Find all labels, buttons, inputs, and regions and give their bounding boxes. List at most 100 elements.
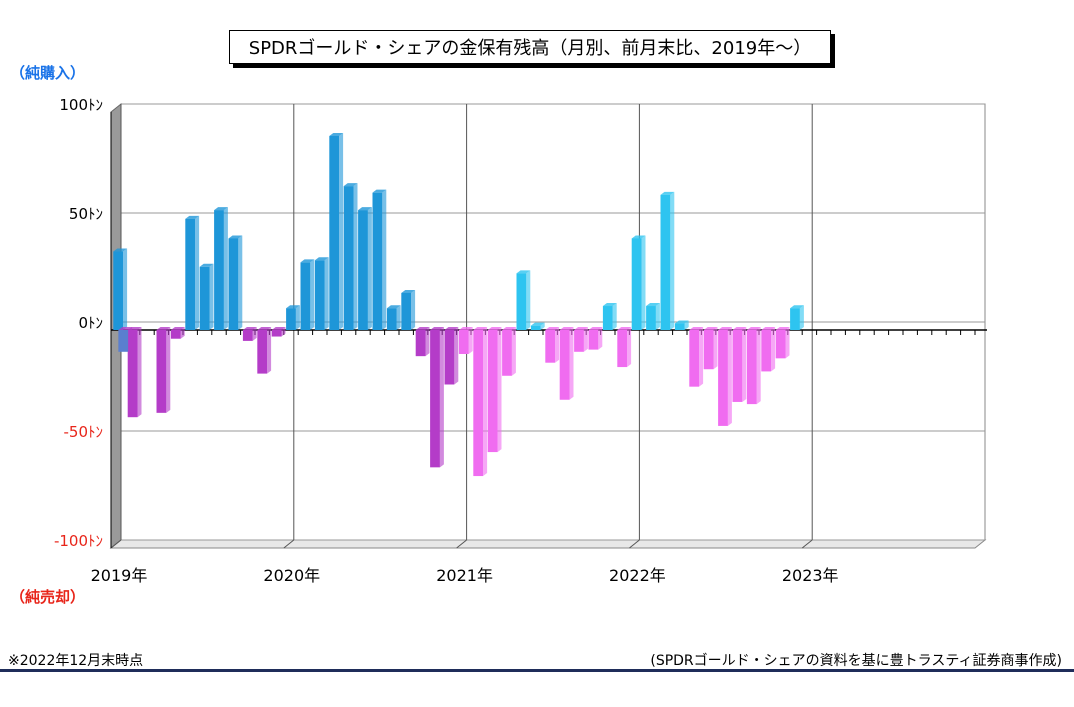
- bar-side: [137, 327, 142, 418]
- bar-top: [617, 327, 632, 330]
- bar: [271, 327, 286, 337]
- bar-side: [195, 215, 200, 330]
- bar-side: [655, 303, 660, 330]
- bar-side: [713, 327, 718, 370]
- bar-front: [588, 330, 599, 350]
- bar: [170, 327, 185, 339]
- bar-top: [372, 189, 387, 193]
- bar-top: [118, 327, 133, 330]
- bar: [674, 320, 689, 330]
- footnote-source: (SPDRゴールド・シェアの資料を基に豊トラスティ証券商事作成): [650, 653, 1062, 669]
- bar-top: [588, 327, 603, 330]
- bar-front: [314, 260, 325, 330]
- bar: [286, 305, 300, 330]
- bar-top: [646, 303, 660, 307]
- bar: [732, 327, 747, 402]
- bar-side: [454, 327, 459, 385]
- bar: [718, 327, 732, 426]
- bar-top: [574, 327, 588, 330]
- bar-front: [530, 325, 541, 330]
- bar-top: [473, 327, 488, 330]
- net-sell-label: （純売却）: [10, 588, 86, 606]
- bar-top: [214, 207, 228, 211]
- year-label: 2019年: [91, 566, 148, 585]
- bar-side: [367, 207, 372, 330]
- bar-side: [209, 263, 214, 330]
- bar-side: [727, 327, 732, 426]
- bar-top: [170, 327, 185, 330]
- bar-side: [223, 207, 228, 330]
- bar-side: [128, 327, 133, 352]
- bar-front: [746, 330, 757, 405]
- bar-side: [670, 191, 675, 330]
- bar: [386, 305, 401, 330]
- bar: [358, 207, 372, 330]
- bar: [372, 189, 387, 330]
- bar-side: [267, 327, 272, 374]
- bar-top: [516, 270, 531, 274]
- year-label: 2020年: [263, 566, 320, 585]
- bar: [185, 215, 200, 330]
- bar-front: [170, 330, 181, 339]
- bar-front: [703, 330, 714, 370]
- bar-front: [660, 194, 671, 330]
- bar-top: [602, 303, 617, 307]
- bar-front: [156, 330, 167, 413]
- v-gridline-floor: [283, 539, 295, 549]
- bar-top: [242, 327, 257, 330]
- bar-front: [674, 323, 685, 330]
- bar-side: [612, 303, 617, 330]
- bar-front: [574, 330, 584, 352]
- bar: [631, 235, 646, 330]
- bar-top: [300, 259, 315, 263]
- bar-side: [641, 235, 646, 330]
- year-label: 2021年: [436, 566, 493, 585]
- bar-front: [602, 306, 613, 330]
- bar: [574, 327, 588, 352]
- bar-side: [771, 327, 776, 372]
- chart-bars: [113, 132, 804, 477]
- bar-top: [660, 191, 675, 195]
- footer-divider: [0, 669, 1074, 672]
- bar: [118, 327, 133, 352]
- bar-front: [271, 330, 282, 337]
- bar-front: [473, 330, 484, 477]
- bar-top: [674, 320, 689, 324]
- bar: [343, 183, 358, 330]
- bar-side: [569, 327, 574, 400]
- y-tick-label: -100ﾄﾝ: [54, 532, 103, 550]
- bar-front: [790, 308, 800, 330]
- bar-side: [511, 327, 516, 376]
- bar-side: [382, 189, 387, 330]
- bar: [689, 327, 704, 387]
- bar-side: [295, 305, 300, 330]
- bar-side: [742, 327, 747, 402]
- bar: [214, 207, 228, 330]
- bar-top: [703, 327, 718, 330]
- bar-top: [314, 257, 329, 261]
- bar-top: [415, 327, 430, 330]
- bar: [156, 327, 171, 413]
- bar-front: [286, 308, 296, 330]
- bar-chart: 100ﾄﾝ 50ﾄﾝ 0ﾄﾝ -50ﾄﾝ -100ﾄﾝ 2019年 2020年 2021年 20…: [54, 96, 987, 585]
- bar-front: [631, 238, 642, 330]
- bar-side: [526, 270, 531, 330]
- bar-front: [775, 330, 786, 359]
- bar: [473, 327, 488, 477]
- bar-front: [300, 262, 311, 330]
- bar: [415, 327, 430, 357]
- bar-front: [559, 330, 570, 400]
- bar-front: [718, 330, 728, 426]
- bar-front: [214, 210, 224, 330]
- bar: [746, 327, 761, 405]
- bar-front: [689, 330, 700, 387]
- bar-side: [180, 327, 185, 339]
- bar-side: [439, 327, 444, 468]
- bar: [329, 132, 344, 330]
- bar: [790, 305, 804, 330]
- bar-front: [401, 292, 412, 330]
- bar-front: [617, 330, 628, 368]
- bar-top: [228, 235, 243, 239]
- bar: [646, 303, 660, 330]
- bar-top: [271, 327, 286, 330]
